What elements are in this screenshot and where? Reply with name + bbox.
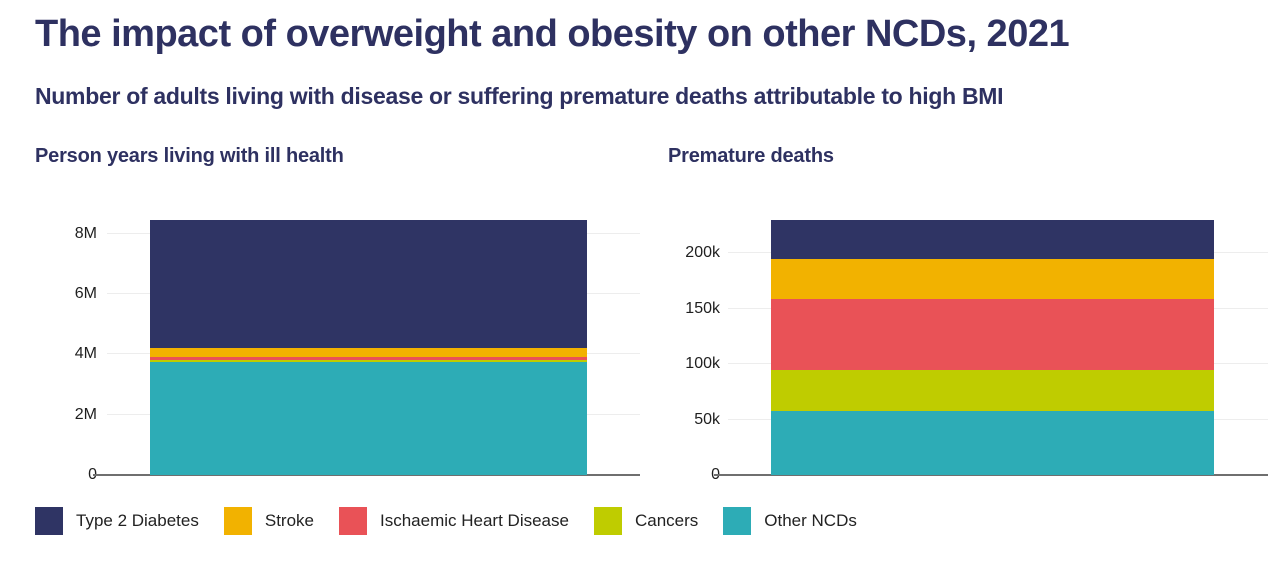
legend-label: Type 2 Diabetes [76, 511, 199, 531]
y-tick-label: 150k [685, 299, 720, 317]
legend-swatch [593, 507, 622, 536]
legend-item-cancers[interactable]: Cancers [593, 507, 699, 536]
plot-area [714, 212, 1268, 477]
chart-ill-health: Person years living with ill health 0 2M 4… [0, 145, 640, 483]
y-tick-label: 2M [74, 405, 97, 423]
legend: Type 2 Diabetes Stroke Ischaemic Heart Dis… [0, 507, 1280, 536]
bar-segment-cancers[interactable] [771, 369, 1214, 411]
bar-segment-ischaemic-heart-disease[interactable] [771, 298, 1214, 370]
y-axis: 050k100k150k200k [668, 212, 728, 483]
legend-swatch [339, 507, 367, 536]
y-tick-label: 50k [694, 410, 720, 428]
legend-item-type-2-diabetes[interactable]: Type 2 Diabetes [35, 507, 199, 536]
legend-item-stroke[interactable]: Stroke [223, 507, 314, 536]
legend-item-ischaemic-heart-disease[interactable]: Ischaemic Heart Disease [339, 507, 569, 536]
bar-segment-other-ncds[interactable] [149, 362, 587, 476]
bar-segment-stroke[interactable] [771, 258, 1214, 299]
y-tick-label: 200k [685, 244, 720, 262]
y-tick-label: 8M [74, 224, 97, 242]
legend-swatch [35, 507, 63, 536]
bar-segment-ischaemic-heart-disease[interactable] [149, 357, 587, 361]
legend-swatch [223, 507, 252, 536]
x-axis-line [714, 474, 1268, 477]
legend-label: Ischaemic Heart Disease [380, 511, 569, 531]
x-axis-line [93, 474, 640, 477]
stacked-bar[interactable] [149, 220, 587, 476]
chart-title-premature-deaths: Premature deaths [668, 145, 834, 168]
bar-segment-type-2-diabetes[interactable] [771, 219, 1214, 259]
legend-item-other-ncds[interactable]: Other NCDs [723, 507, 857, 536]
y-tick-label: 0 [35, 467, 107, 483]
legend-swatch [723, 507, 752, 536]
stacked-bar[interactable] [771, 219, 1214, 476]
plot-row: 0 2M 4M 6M 8M [35, 212, 640, 483]
y-axis: 0 2M 4M 6M 8M [35, 212, 107, 482]
page-title: The impact of overweight and obesity on … [35, 13, 1070, 55]
bar-segment-type-2-diabetes[interactable] [149, 220, 587, 348]
charts-row: Person years living with ill health 0 2M 4… [0, 145, 1280, 483]
page-subtitle: Number of adults living with disease or … [35, 82, 1004, 109]
y-tick-label: 6M [74, 285, 97, 303]
chart-title-ill-health: Person years living with ill health [35, 145, 344, 168]
plot-row: 050k100k150k200k [668, 212, 1268, 483]
bar-segment-cancers[interactable] [149, 360, 587, 362]
legend-label: Cancers [634, 511, 699, 531]
legend-label: Stroke [264, 511, 314, 531]
legend-label: Other NCDs [764, 511, 857, 531]
plot-area [93, 212, 640, 477]
y-tick-label: 4M [74, 345, 97, 363]
y-tick-label: 100k [685, 355, 720, 373]
bar-segment-other-ncds[interactable] [771, 410, 1214, 476]
chart-premature-deaths: Premature deaths 050k100k150k200k [640, 145, 1268, 483]
bar-segment-stroke[interactable] [149, 347, 587, 358]
header: The impact of overweight and obesity on … [0, 0, 1280, 109]
